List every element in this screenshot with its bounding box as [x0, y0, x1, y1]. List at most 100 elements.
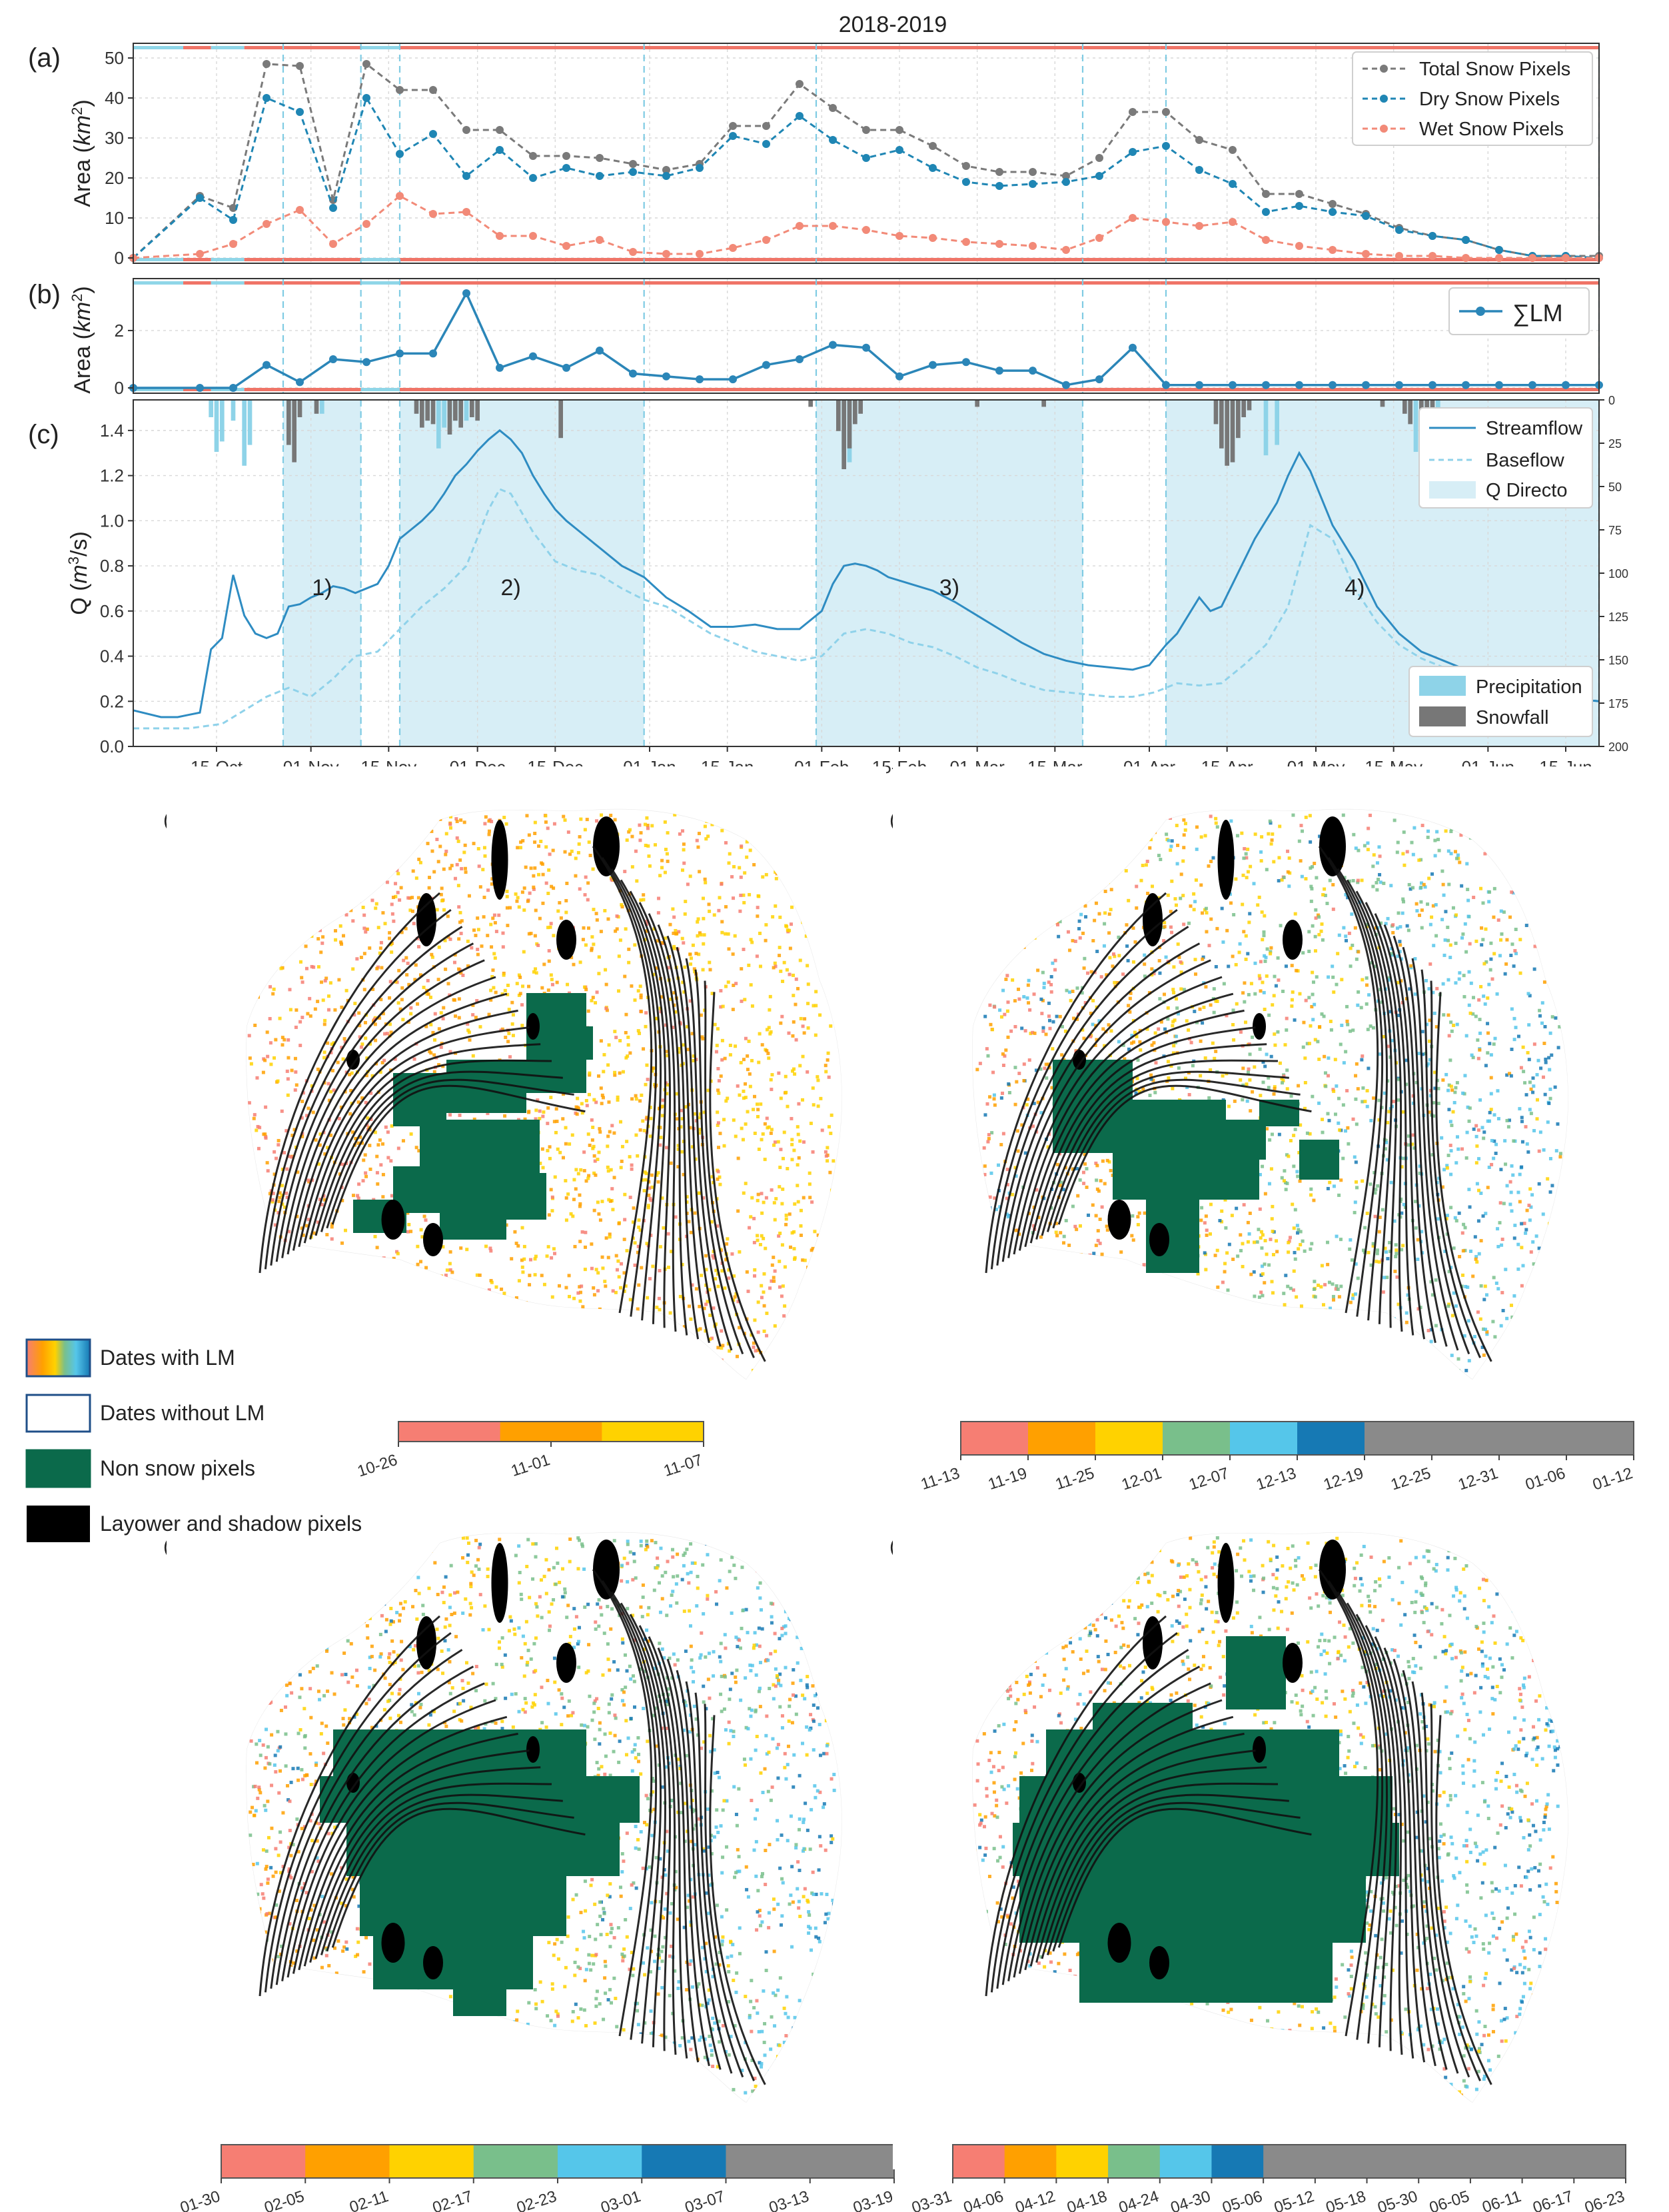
lm-pixel	[1442, 893, 1446, 897]
lm-pixel	[1035, 1188, 1039, 1192]
lm-pixel	[748, 1072, 752, 1076]
lm-pixel	[520, 1258, 524, 1262]
legend-wet-marker	[1380, 125, 1388, 133]
lm-pixel	[362, 952, 366, 956]
lm-pixel	[534, 1117, 538, 1121]
lm-pixel	[519, 840, 523, 844]
lm-pixel	[1163, 920, 1167, 924]
lm-pixel	[365, 1123, 369, 1127]
lm-pixel	[604, 1236, 608, 1240]
lm-pixel	[508, 1055, 512, 1059]
lm-pixel	[547, 949, 551, 953]
lm-pixel	[762, 1290, 766, 1294]
lm-pixel	[356, 1194, 360, 1198]
lm-pixel	[724, 1099, 728, 1103]
contour-line	[601, 856, 658, 1317]
lm-pixel	[373, 1022, 377, 1026]
lm-pixel	[528, 1274, 532, 1278]
data-point	[962, 238, 970, 246]
lm-pixel	[290, 1068, 294, 1072]
lm-pixel	[1391, 923, 1395, 927]
lm-pixel	[332, 1041, 336, 1045]
lm-pixel	[1063, 1166, 1067, 1170]
lm-pixel	[756, 1108, 760, 1112]
lm-pixel	[510, 1022, 514, 1026]
lm-pixel	[1078, 1178, 1082, 1182]
lm-pixel	[1455, 1135, 1459, 1139]
data-point	[1495, 254, 1503, 262]
snow-band-top	[400, 46, 1161, 49]
lm-pixel	[561, 1156, 565, 1160]
lm-pixel	[1127, 1047, 1131, 1051]
lm-pixel	[1491, 1320, 1495, 1324]
lm-pixel	[277, 1200, 281, 1204]
lm-pixel	[409, 1012, 413, 1016]
lm-pixel	[584, 1230, 588, 1234]
lm-pixel	[622, 1238, 626, 1242]
lm-pixel	[1269, 1238, 1273, 1242]
data-point	[1462, 254, 1470, 262]
snowfall-bar	[453, 400, 458, 421]
lm-pixel	[1256, 903, 1260, 907]
lm-pixel	[680, 936, 684, 940]
lm-pixel	[393, 1057, 397, 1061]
lm-pixel	[592, 1144, 596, 1148]
lm-pixel	[671, 1025, 675, 1029]
lm-pixel	[1509, 1190, 1513, 1194]
lm-pixel	[749, 938, 753, 942]
lm-pixel	[483, 854, 487, 858]
lm-pixel	[770, 1128, 774, 1132]
lm-pixel	[528, 1283, 532, 1287]
lm-pixel	[552, 886, 556, 890]
lm-pixel	[1277, 879, 1281, 883]
lm-pixel	[379, 940, 383, 944]
lm-pixel	[704, 1268, 708, 1272]
lm-pixel	[503, 1114, 507, 1118]
lm-pixel	[390, 912, 394, 916]
data-point	[1329, 246, 1337, 254]
lm-pixel	[1313, 1002, 1317, 1006]
lm-pixel	[316, 1067, 320, 1071]
snow-band-top	[211, 281, 245, 285]
lm-pixel	[1472, 896, 1476, 900]
lm-pixel	[524, 865, 528, 869]
non-snow-block	[506, 1173, 546, 1220]
lm-pixel	[1193, 900, 1197, 904]
lm-pixel	[356, 1141, 360, 1145]
lm-pixel	[631, 1220, 635, 1224]
lm-pixel	[764, 923, 768, 927]
lm-pixel	[326, 1146, 330, 1150]
lm-pixel	[763, 1122, 767, 1126]
lm-pixel	[708, 1337, 712, 1341]
lm-pixel	[1016, 1149, 1020, 1153]
lm-pixel	[1081, 1028, 1085, 1032]
lm-pixel	[1432, 1101, 1436, 1105]
lm-pixel	[467, 1030, 471, 1034]
lm-pixel	[1527, 1023, 1531, 1027]
snowfall-bar	[1380, 400, 1385, 407]
lm-pixel	[385, 1032, 389, 1036]
lm-pixel	[490, 882, 494, 886]
lm-pixel	[1449, 1149, 1453, 1153]
lm-pixel	[1332, 1089, 1336, 1093]
lm-pixel	[445, 1268, 449, 1272]
lm-pixel	[344, 988, 348, 992]
lm-pixel	[794, 1002, 798, 1006]
data-point	[429, 210, 437, 218]
lm-pixel	[1150, 967, 1154, 971]
snowfall-bar	[447, 400, 452, 435]
y-tick-label: 0.6	[100, 601, 124, 621]
lm-pixel	[263, 1058, 267, 1062]
lm-pixel	[579, 817, 583, 821]
lm-pixel	[520, 1024, 524, 1028]
lm-pixel	[594, 1268, 598, 1272]
lm-pixel	[541, 1166, 545, 1170]
lm-pixel	[1363, 1226, 1367, 1230]
lm-pixel	[400, 986, 404, 990]
panel-c-ylabel: Q (m3/s)	[65, 531, 92, 615]
lm-pixel	[1486, 1031, 1490, 1035]
lm-pixel	[774, 904, 778, 908]
lm-pixel	[364, 1174, 368, 1178]
lm-pixel	[594, 912, 598, 916]
lm-pixel	[1289, 1094, 1293, 1098]
